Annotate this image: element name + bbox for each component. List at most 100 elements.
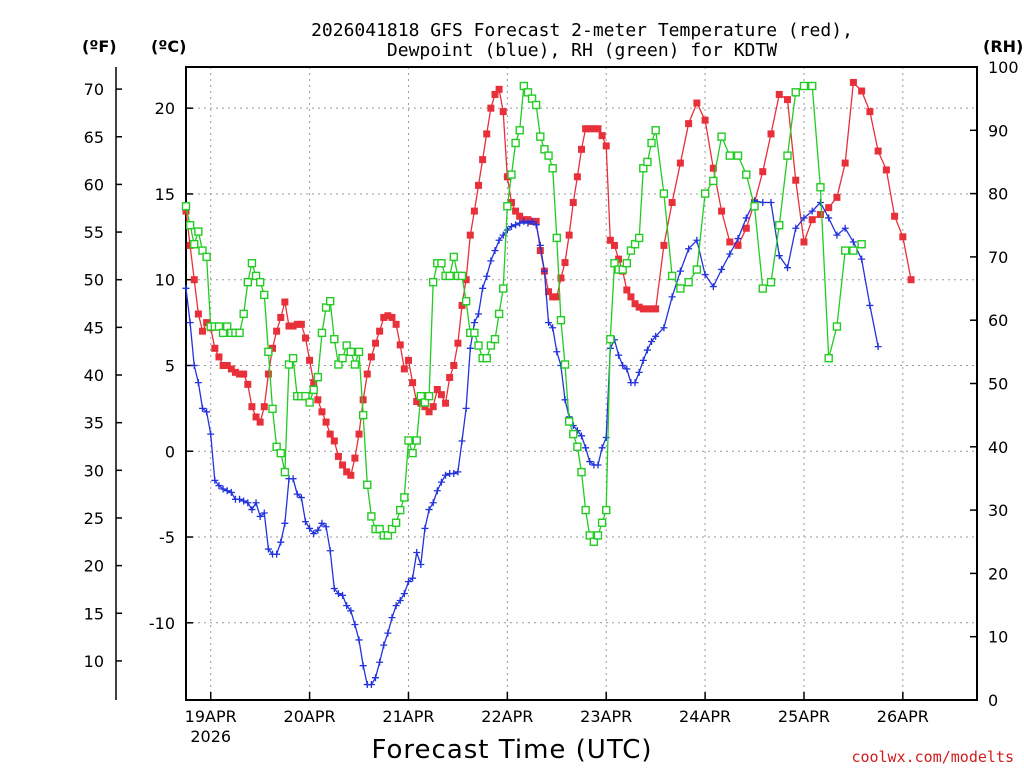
temperature-point <box>351 454 359 462</box>
temperature-point <box>227 365 235 373</box>
temperature-point <box>363 370 371 378</box>
dewpoint-point <box>470 319 478 327</box>
rh-point <box>243 278 252 287</box>
dewpoint-point <box>783 264 791 272</box>
temperature-point <box>240 370 248 378</box>
dewpoint-point <box>619 361 627 369</box>
grid-lines <box>186 67 977 700</box>
temperature-point <box>545 288 553 296</box>
rh-point <box>194 227 203 236</box>
rh-point <box>515 126 524 135</box>
dewpoint-point <box>236 495 244 503</box>
rh-point <box>264 347 273 357</box>
rh-point <box>808 81 817 91</box>
data-series <box>181 78 915 689</box>
temperature-point <box>326 430 334 438</box>
rh-point <box>268 404 277 414</box>
dewpoint-point <box>293 490 301 498</box>
temperature-point <box>479 156 487 164</box>
fahrenheit-tick-label: 30 <box>84 461 104 480</box>
temperature-point <box>648 305 656 313</box>
dewpoint-point <box>330 584 338 592</box>
dewpoint-point <box>359 662 367 670</box>
rh-tick-label: 90 <box>988 121 1008 140</box>
series-dewpoint <box>182 197 882 689</box>
dewpoint-line <box>185 200 879 686</box>
dewpoint-point <box>339 591 347 599</box>
dewpoint-point <box>380 641 388 649</box>
dewpoint-point <box>425 506 433 514</box>
temperature-point <box>343 468 351 476</box>
temperature-point <box>652 305 660 313</box>
dewpoint-point <box>404 578 412 586</box>
dewpoint-point <box>252 499 260 507</box>
dewpoint-point <box>462 404 470 412</box>
rh-point <box>684 278 693 287</box>
x-tick-label: 22APR <box>481 707 533 726</box>
temperature-point <box>582 125 590 133</box>
dewpoint-point <box>639 356 647 364</box>
temperature-point <box>718 207 726 215</box>
dewpoint-point <box>256 512 264 520</box>
temperature-point <box>709 164 717 172</box>
fahrenheit-tick-label: 40 <box>84 366 104 385</box>
rh-point <box>816 183 825 192</box>
rh-point <box>202 252 211 262</box>
dewpoint-point <box>355 636 363 644</box>
rh-point <box>775 221 784 230</box>
dewpoint-point <box>351 621 359 629</box>
rh-point <box>449 252 458 262</box>
dewpoint-point <box>392 602 400 610</box>
rh-point <box>556 316 566 325</box>
temperature-point <box>450 361 458 369</box>
temperature-point <box>594 125 602 133</box>
dewpoint-point <box>314 526 322 534</box>
dewpoint-point <box>586 458 594 466</box>
rh-tick-label: 20 <box>988 564 1008 583</box>
temperature-point <box>635 303 643 311</box>
dewpoint-point <box>668 293 676 301</box>
dewpoint-point <box>833 231 841 239</box>
temperature-point <box>392 320 400 328</box>
temperature-point <box>194 310 202 318</box>
temperature-point <box>347 471 355 479</box>
temperature-point <box>882 166 890 174</box>
rh-point <box>742 170 751 179</box>
dewpoint-point <box>549 324 557 332</box>
rh-point <box>577 467 586 477</box>
temperature-point <box>475 181 483 189</box>
temperature-point <box>252 413 260 421</box>
dewpoint-point <box>734 235 742 243</box>
temperature-point <box>281 298 289 306</box>
rh-point <box>181 202 191 211</box>
dewpoint-point <box>297 494 305 502</box>
rh-point <box>461 297 471 306</box>
rh-point <box>404 436 413 445</box>
celsius-tick-label: 5 <box>165 356 175 375</box>
rh-point <box>667 271 677 281</box>
dewpoint-point <box>442 471 450 479</box>
temperature-point <box>676 159 684 167</box>
temperature-point <box>549 293 557 301</box>
dewpoint-point <box>849 238 857 246</box>
temperature-point <box>470 207 478 215</box>
temperature-point <box>413 398 421 406</box>
rh-point <box>606 334 615 344</box>
x-tick-label: 23APR <box>580 707 632 726</box>
dewpoint-point <box>825 214 833 222</box>
dewpoint-point <box>841 224 849 232</box>
dewpoint-point <box>433 487 441 495</box>
dewpoint-point <box>648 337 656 345</box>
rh-point <box>338 353 347 363</box>
rh-point <box>391 518 401 527</box>
fahrenheit-tick-label: 45 <box>84 318 104 337</box>
dewpoint-point <box>334 590 342 598</box>
temperature-point <box>334 452 342 460</box>
temperature-point <box>372 339 380 347</box>
rh-point <box>799 81 809 91</box>
dewpoint-point <box>322 523 330 531</box>
dewpoint-point <box>631 379 639 387</box>
dewpoint-point <box>248 506 256 514</box>
dewpoint-point <box>693 236 701 244</box>
